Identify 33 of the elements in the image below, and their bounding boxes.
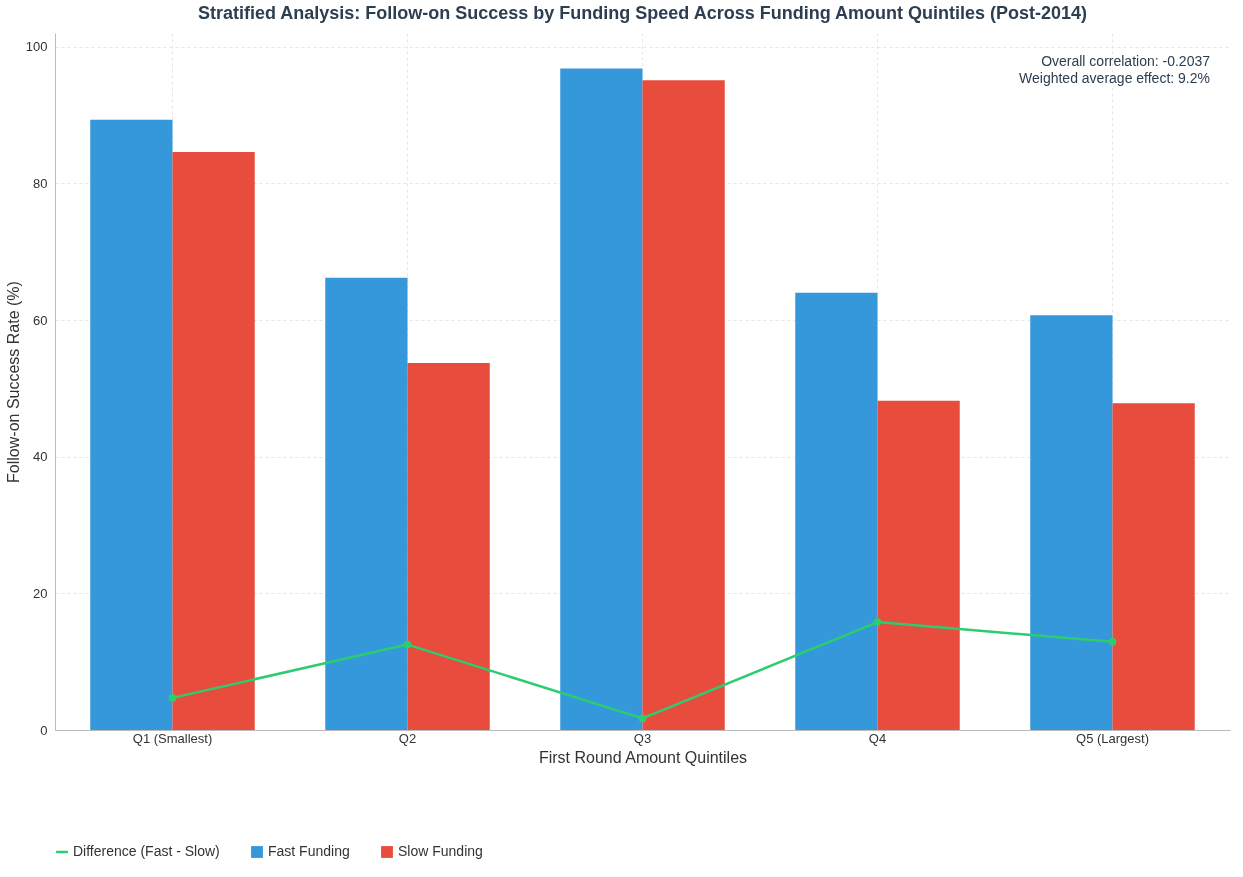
y-tick-label: 60 — [33, 312, 48, 328]
x-tick-label: Q4 — [868, 730, 887, 746]
bar — [1112, 403, 1195, 730]
point — [168, 694, 177, 702]
bar — [90, 119, 173, 730]
y-tick-label: 20 — [33, 585, 48, 601]
bar — [1030, 315, 1113, 730]
point — [873, 618, 882, 626]
y-tick-label: 80 — [33, 175, 48, 191]
legend-label: Fast Funding — [268, 843, 350, 859]
x-tick-label: Q5 (Largest) — [1076, 730, 1149, 746]
point — [1108, 637, 1117, 646]
y-tick-label: 40 — [33, 449, 48, 465]
bar — [795, 292, 878, 730]
y-axis-title: Follow-on Success Rate (%) — [4, 281, 22, 483]
y-tick-label: 100 — [25, 39, 48, 55]
bar — [172, 151, 255, 730]
x-axis-title: First Round Amount Quintiles — [538, 748, 748, 766]
x-tick-label: Q1 (Smallest) — [132, 730, 213, 746]
annotation: Overall correlation: -0.2037 Weighted average effect: 9.2% — [1019, 53, 1211, 86]
chart-title: Stratified Analysis: Follow-on Success by Funding Speed Across Funding Amount Quintiles (Post-2014) — [197, 3, 1088, 23]
bar — [325, 277, 408, 730]
x-tick-label: Q2 — [398, 730, 417, 746]
y-tick-label: 0 — [40, 722, 48, 738]
bar — [560, 68, 643, 730]
bar — [407, 363, 490, 730]
bar — [877, 400, 960, 730]
point — [638, 714, 647, 723]
legend-label: Slow Funding — [398, 843, 483, 859]
x-tick-label: Q3 — [633, 730, 652, 746]
bar — [642, 80, 725, 730]
legend-label: Difference (Fast - Slow) — [73, 843, 220, 859]
point — [403, 640, 412, 649]
